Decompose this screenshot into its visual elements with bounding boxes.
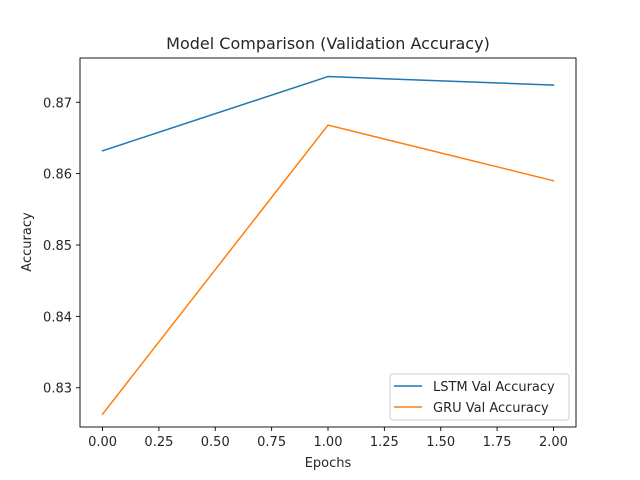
series-line-lstm	[101, 75, 555, 152]
series-line-gru	[101, 124, 555, 416]
x-tick-label: 0.00	[88, 435, 117, 450]
y-tick-label: 0.84	[43, 310, 72, 325]
x-tick-label: 1.50	[426, 435, 455, 450]
x-tick-label: 0.50	[201, 435, 230, 450]
series-layer	[101, 75, 555, 416]
y-tick-label: 0.86	[43, 168, 72, 183]
legend-box	[389, 373, 570, 421]
legend: LSTM Val Accuracy GRU Val Accuracy	[389, 373, 570, 421]
legend-label-lstm: LSTM Val Accuracy	[433, 380, 555, 395]
x-tick-label: 2.00	[539, 435, 568, 450]
x-tick-label: 1.75	[483, 435, 512, 450]
legend-label-gru: GRU Val Accuracy	[433, 401, 549, 416]
x-tick-label: 0.75	[257, 435, 286, 450]
y-tick-label: 0.87	[43, 96, 72, 111]
x-tick-label: 1.00	[314, 435, 343, 450]
x-tick-label: 0.25	[144, 435, 173, 450]
x-axis-label: Epochs	[305, 456, 352, 471]
y-axis-label: Accuracy	[20, 212, 35, 272]
x-tick-label: 1.25	[370, 435, 399, 450]
y-tick-label: 0.85	[43, 239, 72, 254]
y-axis-ticks: 0.83 0.84 0.85 0.86 0.87	[43, 96, 80, 397]
y-tick-label: 0.83	[43, 382, 72, 397]
x-axis-ticks: 0.00 0.25 0.50 0.75 1.00 1.25 1.50 1.75 2.00	[88, 427, 568, 450]
chart-title: Model Comparison (Validation Accuracy)	[166, 34, 490, 53]
